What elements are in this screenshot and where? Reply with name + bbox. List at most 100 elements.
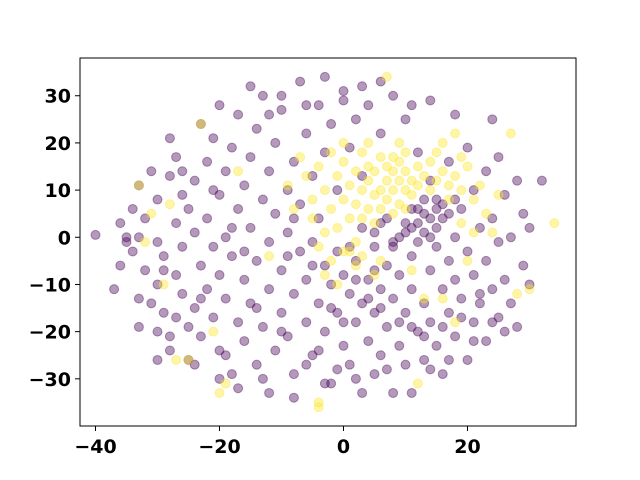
scatter-point-series-1-60 bbox=[412, 161, 423, 172]
scatter-point-series-0-117 bbox=[363, 274, 374, 285]
scatter-point-series-0-10 bbox=[140, 213, 151, 224]
scatter-point-series-0-22 bbox=[164, 345, 175, 356]
scatter-point-series-0-225 bbox=[456, 312, 467, 323]
scatter-point-series-0-8 bbox=[133, 321, 144, 332]
scatter-point-series-0-67 bbox=[257, 321, 268, 332]
scatter-point-series-1-59 bbox=[406, 189, 417, 200]
scatter-point-series-1-76 bbox=[487, 227, 498, 238]
y-tick-label: 10 bbox=[45, 180, 71, 202]
scatter-point-series-0-103 bbox=[332, 307, 343, 318]
scatter-point-series-0-0 bbox=[90, 229, 101, 240]
scatter-point-series-0-77 bbox=[276, 265, 287, 276]
scatter-point-series-0-249 bbox=[412, 237, 423, 247]
scatter-point-series-1-84 bbox=[381, 71, 392, 82]
scatter-point-series-0-239 bbox=[419, 208, 430, 219]
scatter-point-series-0-62 bbox=[245, 152, 256, 163]
scatter-point-series-0-105 bbox=[338, 270, 349, 281]
scatter-point-series-1-1 bbox=[140, 237, 151, 247]
scatter-point-series-1-28 bbox=[344, 180, 355, 191]
x-axis: −40 −20 0 20 bbox=[74, 426, 481, 458]
scatter-point-series-0-108 bbox=[344, 288, 355, 299]
scatter-point-series-0-86 bbox=[295, 199, 306, 210]
scatter-point-series-0-247 bbox=[431, 222, 442, 233]
scatter-point-series-0-136 bbox=[406, 387, 417, 398]
scatter-point-series-0-12 bbox=[146, 298, 157, 309]
scatter-point-series-1-9 bbox=[214, 387, 225, 398]
scatter-point-series-0-53 bbox=[226, 251, 237, 262]
scatter-point-series-0-237 bbox=[406, 222, 417, 233]
scatter-point-series-0-116 bbox=[357, 170, 368, 181]
scatter-point-series-0-125 bbox=[375, 350, 386, 361]
scatter-point-series-0-214 bbox=[363, 293, 374, 304]
scatter-point-series-0-207 bbox=[307, 260, 318, 271]
scatter-point-series-0-44 bbox=[214, 100, 225, 111]
scatter-point-series-0-202 bbox=[264, 109, 275, 120]
scatter-point-series-0-137 bbox=[406, 284, 417, 295]
scatter-point-series-1-33 bbox=[350, 237, 361, 247]
scatter-point-series-0-138 bbox=[406, 251, 417, 262]
scatter-point-series-0-142 bbox=[419, 298, 430, 309]
scatter-point-series-0-47 bbox=[214, 345, 225, 356]
scatter-point-series-0-130 bbox=[388, 237, 399, 247]
scatter-point-series-0-174 bbox=[487, 114, 498, 125]
scatter-point-series-0-33 bbox=[189, 175, 200, 186]
scatter-point-series-0-180 bbox=[499, 189, 510, 200]
scatter-point-series-0-245 bbox=[419, 194, 430, 205]
scatter-point-series-1-15 bbox=[295, 152, 306, 163]
scatter-point-series-0-50 bbox=[220, 166, 231, 177]
scatter-point-series-0-233 bbox=[381, 213, 392, 224]
scatter-point-series-1-27 bbox=[338, 156, 349, 167]
scatter-point-series-0-81 bbox=[288, 156, 299, 167]
scatter-point-series-1-103 bbox=[350, 260, 361, 271]
scatter-point-series-0-127 bbox=[381, 321, 392, 332]
scatter-point-series-1-85 bbox=[388, 152, 399, 163]
scatter-point-series-0-80 bbox=[282, 227, 293, 238]
scatter-point-series-0-144 bbox=[419, 227, 430, 238]
scatter-point-series-0-224 bbox=[443, 354, 454, 365]
scatter-point-series-0-251 bbox=[164, 331, 175, 342]
scatter-point-series-1-92 bbox=[456, 218, 467, 229]
scatter-point-series-0-132 bbox=[394, 270, 405, 281]
scatter-point-series-1-26 bbox=[338, 194, 349, 205]
scatter-point-series-0-79 bbox=[282, 331, 293, 342]
scatter-point-series-1-35 bbox=[357, 185, 368, 196]
scatter-point-series-1-74 bbox=[474, 180, 485, 191]
scatter-point-series-0-189 bbox=[536, 175, 547, 186]
scatter-point-series-1-108 bbox=[332, 279, 343, 290]
scatter-point-series-0-91 bbox=[307, 350, 318, 361]
scatter-point-series-1-41 bbox=[369, 166, 380, 177]
scatter-point-series-0-129 bbox=[388, 293, 399, 304]
scatter-point-series-0-29 bbox=[183, 321, 194, 332]
scatter-point-series-1-52 bbox=[394, 175, 405, 186]
scatter-point-series-0-222 bbox=[425, 364, 436, 375]
scatter-point-series-1-3 bbox=[158, 279, 169, 290]
scatter-point-series-1-13 bbox=[282, 180, 293, 191]
scatter-point-series-0-208 bbox=[313, 345, 324, 356]
scatter-point-series-1-25 bbox=[332, 222, 343, 233]
scatter-point-series-0-87 bbox=[301, 317, 312, 328]
scatter-point-series-1-69 bbox=[450, 170, 461, 181]
scatter-point-series-0-109 bbox=[344, 142, 355, 153]
scatter-point-series-0-112 bbox=[350, 114, 361, 125]
scatter-point-series-0-9 bbox=[133, 180, 144, 191]
scatter-point-series-1-17 bbox=[307, 194, 318, 205]
scatter-point-series-1-102 bbox=[338, 246, 349, 257]
scatter-point-series-0-184 bbox=[512, 175, 523, 186]
scatter-point-series-0-178 bbox=[493, 152, 504, 163]
scatter-point-series-0-148 bbox=[431, 241, 442, 252]
scatter-point-series-0-101 bbox=[326, 119, 337, 130]
scatter-point-series-0-97 bbox=[319, 326, 330, 337]
scatter-point-series-1-107 bbox=[319, 270, 330, 281]
scatter-point-series-1-100 bbox=[313, 241, 324, 252]
scatter-point-series-0-45 bbox=[214, 189, 225, 200]
scatter-point-series-0-7 bbox=[133, 293, 144, 304]
scatter-point-series-0-110 bbox=[344, 359, 355, 370]
scatter-point-series-0-35 bbox=[195, 119, 206, 130]
scatter-point-series-0-230 bbox=[357, 222, 368, 233]
scatter-point-series-0-64 bbox=[251, 123, 262, 134]
scatter-point-series-0-46 bbox=[214, 270, 225, 281]
scatter-point-series-0-187 bbox=[524, 279, 535, 290]
scatter-point-series-0-128 bbox=[388, 90, 399, 101]
scatter-point-series-0-82 bbox=[288, 288, 299, 299]
scatter-point-series-0-217 bbox=[381, 364, 392, 375]
